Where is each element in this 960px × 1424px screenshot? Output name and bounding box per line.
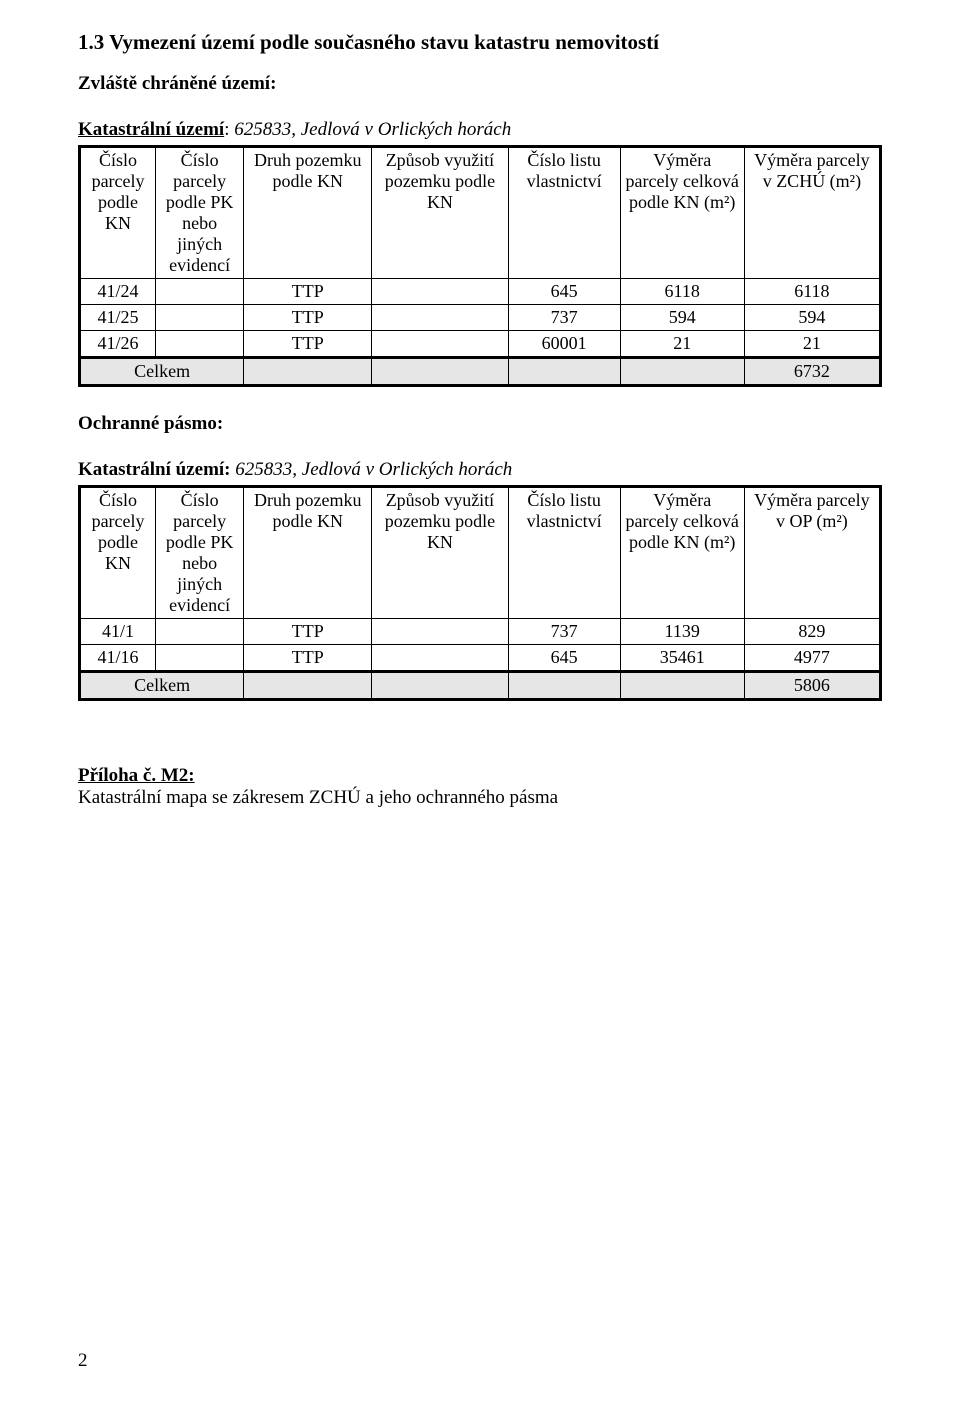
- zchu-label: Zvláště chráněné území:: [78, 73, 882, 95]
- col-header: Číslo parcely podle PK nebo jiných evide…: [156, 487, 244, 619]
- total-value: 5806: [744, 672, 880, 700]
- cell: 594: [620, 305, 744, 331]
- total-value: 6732: [744, 358, 880, 386]
- col-header: Číslo parcely podle PK nebo jiných evide…: [156, 147, 244, 279]
- ku2-value: 625833, Jedlová v Orlických horách: [235, 459, 512, 480]
- cell: 6118: [744, 279, 880, 305]
- col-header: Výměra parcely v ZCHÚ (m²): [744, 147, 880, 279]
- cell: 21: [744, 331, 880, 358]
- cell: 41/25: [80, 305, 156, 331]
- cell: TTP: [244, 619, 372, 645]
- katastralni-uzemi-1: Katastrální území: 625833, Jedlová v Orl…: [78, 119, 882, 141]
- cell: [508, 358, 620, 386]
- cell: 41/1: [80, 619, 156, 645]
- cell: 41/16: [80, 645, 156, 672]
- cell: [156, 279, 244, 305]
- cell: [372, 331, 508, 358]
- table-row: 41/24TTP64561186118: [80, 279, 881, 305]
- table-zchu: Číslo parcely podle KN Číslo parcely pod…: [78, 145, 882, 387]
- table-total-row: Celkem 6732: [80, 358, 881, 386]
- ku-sep: :: [224, 119, 234, 140]
- col-header: Druh pozemku podle KN: [244, 487, 372, 619]
- cell: TTP: [244, 331, 372, 358]
- op-label: Ochranné pásmo:: [78, 413, 882, 435]
- cell: 1139: [620, 619, 744, 645]
- ku2-label: Katastrální území:: [78, 459, 231, 480]
- table-op: Číslo parcely podle KN Číslo parcely pod…: [78, 485, 882, 701]
- cell: 21: [620, 331, 744, 358]
- cell: [244, 672, 372, 700]
- cell: [508, 672, 620, 700]
- cell: [156, 619, 244, 645]
- table-row: 41/26TTP600012121: [80, 331, 881, 358]
- table-row: 41/1 TTP 7371139829: [80, 619, 881, 645]
- cell: 737: [508, 619, 620, 645]
- cell: [156, 645, 244, 672]
- appendix-text: Katastrální mapa se zákresem ZCHÚ a jeho…: [78, 787, 558, 808]
- cell: 60001: [508, 331, 620, 358]
- col-header: Číslo parcely podle KN: [80, 487, 156, 619]
- cell: [372, 619, 508, 645]
- cell: 645: [508, 645, 620, 672]
- ku-value: 625833, Jedlová v Orlických horách: [234, 119, 511, 140]
- cell: 737: [508, 305, 620, 331]
- cell: 41/24: [80, 279, 156, 305]
- cell: [620, 672, 744, 700]
- col-header: Výměra parcely celková podle KN (m²): [620, 147, 744, 279]
- col-header: Způsob využití pozemku podle KN: [372, 147, 508, 279]
- table-total-row: Celkem 5806: [80, 672, 881, 700]
- col-header: Výměra parcely v OP (m²): [744, 487, 880, 619]
- cell: [244, 358, 372, 386]
- cell: [372, 305, 508, 331]
- cell: 35461: [620, 645, 744, 672]
- cell: 4977: [744, 645, 880, 672]
- cell: TTP: [244, 645, 372, 672]
- appendix: Příloha č. M2: Katastrální mapa se zákre…: [78, 765, 882, 809]
- table-row: 41/16 TTP 645354614977: [80, 645, 881, 672]
- cell: [156, 305, 244, 331]
- appendix-label: Příloha č. M2:: [78, 765, 195, 786]
- cell: [372, 358, 508, 386]
- cell: TTP: [244, 305, 372, 331]
- table-header-row: Číslo parcely podle KN Číslo parcely pod…: [80, 487, 881, 619]
- cell: [156, 331, 244, 358]
- table-header-row: Číslo parcely podle KN Číslo parcely pod…: [80, 147, 881, 279]
- total-label: Celkem: [80, 358, 244, 386]
- cell: [372, 672, 508, 700]
- cell: [620, 358, 744, 386]
- cell: [372, 279, 508, 305]
- cell: 645: [508, 279, 620, 305]
- col-header: Číslo listu vlastnictví: [508, 487, 620, 619]
- table-zchu-wrap: Číslo parcely podle KN Číslo parcely pod…: [78, 145, 882, 387]
- cell: 6118: [620, 279, 744, 305]
- cell: TTP: [244, 279, 372, 305]
- page-number: 2: [78, 1350, 88, 1372]
- section-title: 1.3 Vymezení území podle současného stav…: [78, 30, 882, 55]
- cell: [372, 645, 508, 672]
- ku-label: Katastrální území: [78, 119, 224, 140]
- col-header: Výměra parcely celková podle KN (m²): [620, 487, 744, 619]
- cell: 594: [744, 305, 880, 331]
- cell: 829: [744, 619, 880, 645]
- katastralni-uzemi-2: Katastrální území: 625833, Jedlová v Orl…: [78, 459, 882, 481]
- table-op-wrap: Číslo parcely podle KN Číslo parcely pod…: [78, 485, 882, 701]
- col-header: Způsob využití pozemku podle KN: [372, 487, 508, 619]
- table-row: 41/25TTP737594594: [80, 305, 881, 331]
- col-header: Číslo listu vlastnictví: [508, 147, 620, 279]
- total-label: Celkem: [80, 672, 244, 700]
- cell: 41/26: [80, 331, 156, 358]
- col-header: Číslo parcely podle KN: [80, 147, 156, 279]
- col-header: Druh pozemku podle KN: [244, 147, 372, 279]
